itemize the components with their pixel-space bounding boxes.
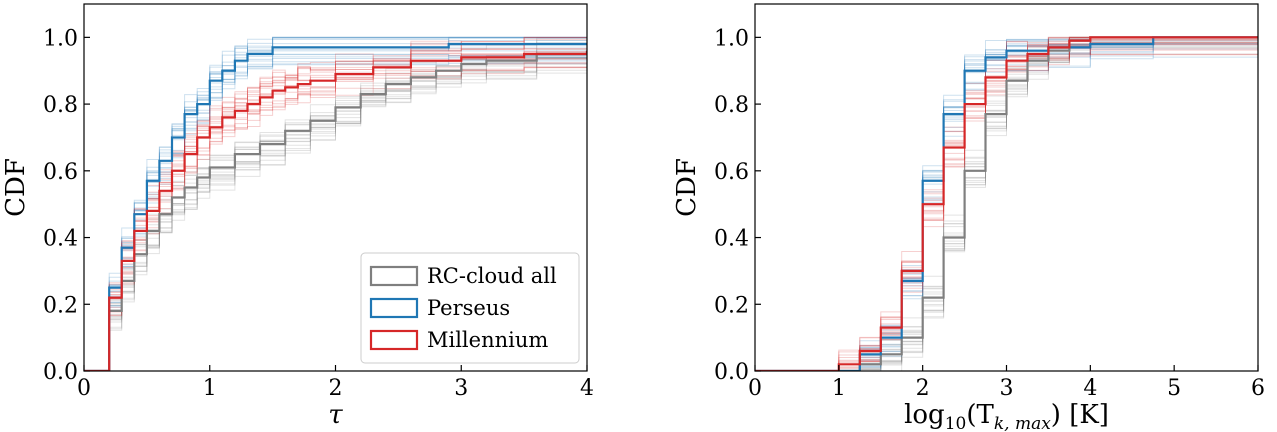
series-realization-line <box>84 36 587 371</box>
series-realization-line <box>84 62 587 371</box>
legend-swatch <box>369 329 419 351</box>
legend-box <box>360 252 580 364</box>
y-tick-label: 0.2 <box>714 293 749 318</box>
series-line-rc-cloud-all <box>84 50 587 371</box>
x-tick-label: 2 <box>329 376 343 401</box>
y-tick-label: 0.0 <box>714 360 749 385</box>
series-realization-line <box>755 36 1258 371</box>
y-tick-label: 0.2 <box>43 293 78 318</box>
x-tick-label: 4 <box>1083 376 1097 401</box>
series-realization-line <box>755 36 1258 371</box>
series-line-perseus <box>84 42 587 371</box>
series-realization-line <box>755 38 1258 371</box>
legend-label: Millennium <box>427 328 548 352</box>
series-realization-line <box>84 36 587 371</box>
series-realization-line <box>84 58 587 371</box>
y-tick-label: 0.0 <box>43 360 78 385</box>
series-line-millennium <box>84 50 587 371</box>
x-tick-label: 6 <box>1251 376 1265 401</box>
series-realization-line <box>84 36 587 371</box>
x-tick-label: 1 <box>832 376 846 401</box>
series-line-rc-cloud-all <box>755 36 1258 371</box>
x-axis-label: log10(Tk, max) [K] <box>904 400 1109 432</box>
series-line-millennium <box>755 36 1258 371</box>
series-realization-line <box>84 36 587 371</box>
legend-label: Perseus <box>427 296 510 320</box>
y-tick-label: 0.6 <box>714 160 749 185</box>
x-tick-label: 3 <box>1000 376 1014 401</box>
legend: RC-cloud all Perseus Millennium <box>360 252 580 364</box>
x-tick-label: 1 <box>203 376 217 401</box>
x-tick-label: 5 <box>1167 376 1181 401</box>
legend-swatch <box>369 265 419 287</box>
series-realization-line <box>755 36 1258 371</box>
x-tick-label: 2 <box>916 376 930 401</box>
y-tick-label: 0.4 <box>43 227 78 252</box>
legend-swatch <box>369 297 419 319</box>
y-tick-label: 0.8 <box>43 93 78 118</box>
x-tick-label: 3 <box>454 376 468 401</box>
series-realization-line <box>84 60 587 371</box>
y-tick-label: 0.4 <box>714 227 749 252</box>
y-tick-label: 1.0 <box>43 26 78 51</box>
temperature-cdf-panel: 0 1 2 3 4 5 6 0.0 0.2 0.4 0.6 0.8 1.0 CDF log10(Tk, ma… <box>672 3 1265 432</box>
series-realization-line <box>84 57 587 371</box>
series-realization-line <box>84 58 587 371</box>
y-tick-label: 0.6 <box>43 160 78 185</box>
x-axis-label: τ <box>328 400 343 430</box>
y-tick-label: 0.8 <box>714 93 749 118</box>
x-tick-label: 0 <box>748 376 762 401</box>
plot-area <box>84 36 587 371</box>
series-realization-line <box>755 42 1258 371</box>
legend-label: RC-cloud all <box>427 264 557 288</box>
x-tick-label: 4 <box>580 376 594 401</box>
y-axis-label: CDF <box>1 158 31 217</box>
y-axis-label: CDF <box>672 158 702 217</box>
x-tick-label: 0 <box>77 376 91 401</box>
plot-area <box>755 36 1258 371</box>
tau-cdf-panel: 0 1 2 3 4 0.0 0.2 0.4 0.6 0.8 1.0 CDF τ RC-cloud all P… <box>1 3 594 430</box>
series-realization-line <box>755 44 1258 371</box>
y-tick-label: 1.0 <box>714 26 749 51</box>
series-realization-line <box>755 36 1258 371</box>
